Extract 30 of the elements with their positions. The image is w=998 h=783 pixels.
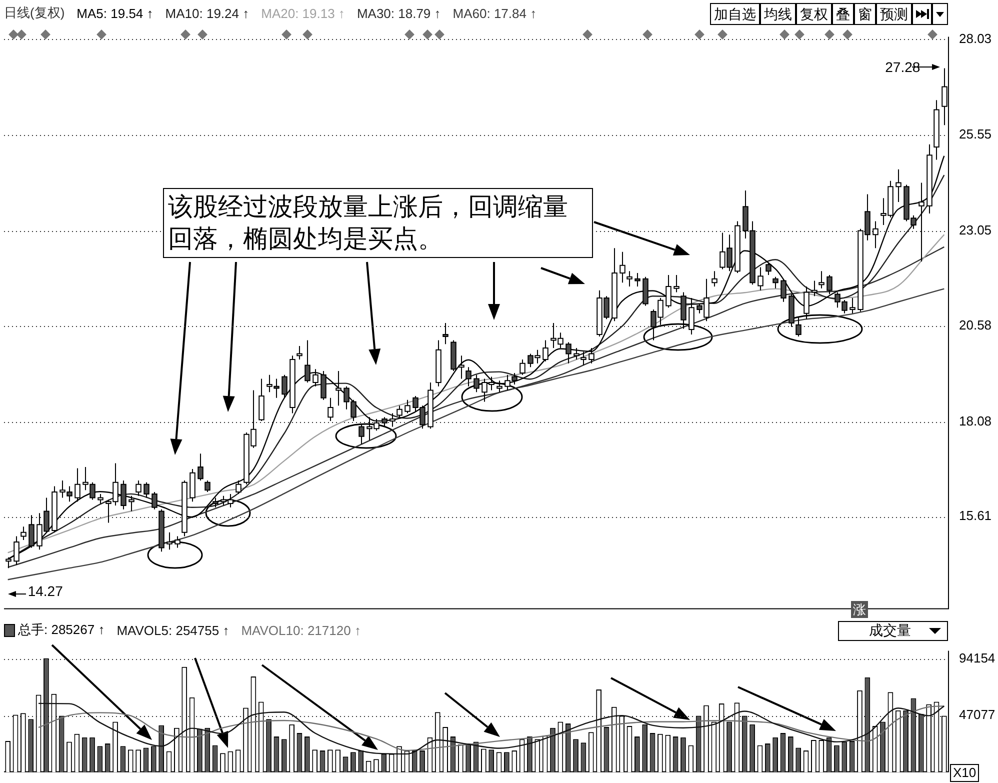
- y-tick-label: 28.03: [959, 31, 992, 46]
- y-tick-label: 18.08: [959, 413, 992, 428]
- text: MA10: 19.24 ↑: [165, 6, 250, 20]
- text: 叠: [832, 3, 854, 25]
- y-tick-label: 23.05: [959, 222, 992, 238]
- legend-label: 总手: 285267 ↑: [17, 621, 105, 639]
- text: MA30: 18.79 ↑: [356, 6, 441, 20]
- annotation: 涨: [851, 601, 868, 618]
- chart-title: 日线(复权): [4, 4, 65, 22]
- y-tick-label: 94154: [959, 650, 996, 666]
- text: 加自选: [710, 3, 760, 25]
- text: MA20: 19.13 ↑: [261, 6, 345, 20]
- text: MAVOL5: 254755 ↑: [116, 622, 230, 638]
- annotation: 该股经过波段放量上涨后，回调缩量回落，椭圆处均是买点。: [163, 188, 593, 258]
- text: 复权: [796, 3, 832, 25]
- y-tick-label: 25.55: [959, 126, 992, 142]
- text: MA60: 17.84 ↑: [452, 6, 537, 20]
- text: 预测: [876, 3, 912, 25]
- text: MAVOL10: 217120 ↑: [241, 622, 361, 638]
- text: MA5: 19.54 ↑: [76, 6, 154, 20]
- annotation: 14.27: [28, 582, 64, 599]
- text: 窗: [854, 3, 876, 25]
- text: 均线: [760, 3, 796, 25]
- y-tick-label: 47077: [959, 707, 996, 722]
- text: 成交量: [869, 622, 911, 640]
- y-tick-label: 15.61: [959, 508, 992, 524]
- text: X10: [950, 764, 980, 782]
- line-series: [7, 288, 945, 580]
- annotation: 27.28: [885, 59, 920, 76]
- y-tick-label: 20.58: [959, 317, 992, 332]
